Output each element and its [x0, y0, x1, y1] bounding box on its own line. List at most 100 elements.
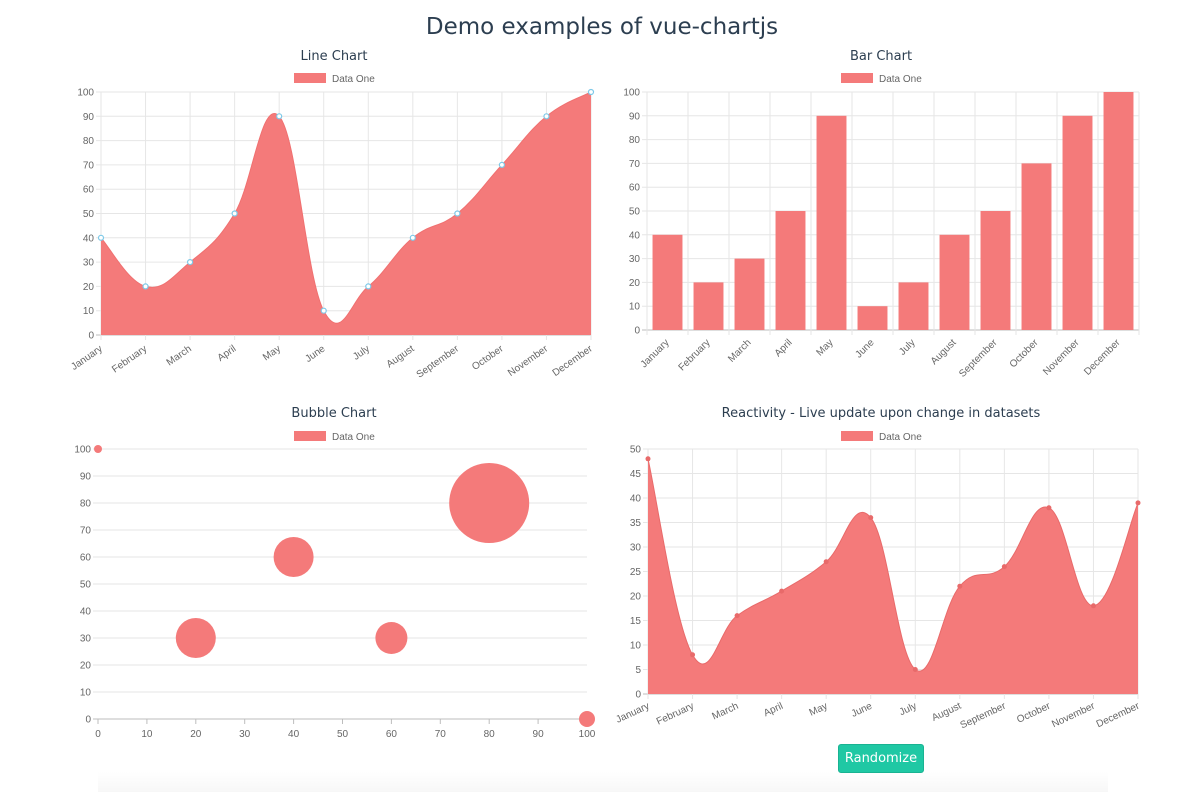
x-tick-label: June: [854, 337, 877, 360]
y-tick-label: 40: [630, 494, 642, 505]
bar: [1021, 163, 1052, 330]
data-point: [231, 210, 238, 217]
y-tick-label: 35: [630, 518, 642, 529]
data-point: [645, 456, 651, 462]
x-tick-label: January: [69, 343, 104, 372]
y-tick-label: 0: [634, 326, 640, 337]
y-tick-label: 20: [630, 592, 642, 603]
x-tick-label: 60: [386, 729, 398, 740]
y-tick-label: 40: [80, 607, 92, 618]
y-tick-label: 30: [629, 254, 641, 265]
y-tick-label: 80: [80, 499, 92, 510]
bubble: [449, 463, 530, 543]
bar: [652, 234, 683, 330]
y-tick-label: 15: [630, 616, 642, 627]
x-tick-label: June: [303, 343, 327, 365]
x-tick-label: April: [773, 337, 795, 359]
x-tick-label: July: [898, 701, 919, 718]
y-tick-label: 100: [623, 88, 640, 99]
y-tick-label: 100: [74, 445, 91, 456]
data-point: [1046, 505, 1052, 511]
y-tick-label: 40: [629, 230, 641, 241]
data-point: [690, 652, 696, 658]
bar: [816, 115, 847, 330]
x-tick-label: September: [957, 337, 1000, 380]
bubble-chart: Bubble Chart Data One 0 10 20 30 40 50 60 70 80 90 1…: [74, 406, 595, 740]
y-tick-label: 80: [629, 135, 641, 146]
x-tick-label: February: [110, 343, 149, 375]
legend-swatch: [841, 431, 873, 441]
bar: [775, 211, 806, 330]
y-tick-label: 10: [83, 306, 95, 317]
y-tick-label: 80: [83, 136, 95, 147]
x-tick-label: November: [1050, 700, 1097, 730]
y-tick-label: 90: [80, 472, 92, 483]
y-tick-label: 50: [80, 580, 92, 591]
bar: [1062, 115, 1093, 330]
y-tick-label: 40: [83, 233, 95, 244]
data-point: [779, 588, 785, 594]
x-tick-label: August: [929, 337, 959, 367]
legend-swatch: [841, 73, 873, 83]
x-tick-label: July: [351, 343, 372, 362]
x-tick-label: 10: [141, 729, 153, 740]
y-tick-label: 30: [83, 258, 95, 269]
y-tick-label: 10: [629, 302, 641, 313]
y-tick-label: 0: [635, 690, 641, 701]
x-tick-label: October: [470, 343, 506, 373]
x-tick-label: April: [762, 701, 785, 719]
y-tick-label: 50: [83, 209, 95, 220]
x-tick-label: 50: [337, 729, 349, 740]
bar: [898, 282, 929, 330]
data-point: [276, 113, 283, 120]
x-tick-label: September: [415, 343, 462, 380]
chart-title: Reactivity - Live update upon change in …: [722, 406, 1041, 421]
x-tick-label: July: [897, 337, 917, 357]
line-chart: Line Chart Data One 0 10 20 30 40 50 60 70 80 90 100…: [69, 49, 596, 381]
data-point: [409, 234, 416, 241]
legend-label: Data One: [879, 432, 922, 443]
y-tick-label: 70: [80, 526, 92, 537]
x-tick-label: February: [677, 337, 713, 373]
x-tick-label: 20: [190, 729, 202, 740]
x-tick-label: August: [385, 343, 417, 370]
x-tick-label: November: [506, 343, 551, 379]
x-tick-label: 0: [95, 729, 101, 740]
y-tick-label: 10: [630, 641, 642, 652]
bar: [857, 306, 888, 330]
x-tick-label: November: [1041, 337, 1082, 378]
y-tick-label: 20: [80, 661, 92, 672]
legend-label: Data One: [332, 74, 375, 85]
data-point: [97, 234, 105, 241]
x-tick-label: February: [655, 701, 696, 728]
x-tick-label: December: [1095, 700, 1142, 730]
x-tick-label: March: [726, 337, 753, 364]
data-point: [543, 113, 550, 120]
y-tick-label: 5: [635, 665, 641, 676]
bubble: [375, 622, 408, 654]
legend-label: Data One: [332, 432, 375, 443]
y-tick-label: 20: [629, 278, 641, 289]
x-tick-label: December: [551, 343, 596, 379]
y-tick-label: 70: [83, 160, 95, 171]
bar: [693, 282, 724, 330]
x-tick-label: August: [930, 701, 963, 724]
bar: [734, 258, 765, 330]
page-footer-shadow: [98, 772, 1108, 792]
legend-swatch: [294, 73, 326, 83]
data-point: [587, 88, 595, 96]
y-tick-label: 90: [83, 112, 95, 123]
x-tick-label: June: [850, 701, 875, 720]
y-tick-label: 50: [629, 207, 641, 218]
randomize-button[interactable]: Randomize: [838, 744, 924, 773]
page-title: Demo examples of vue-chartjs: [425, 14, 779, 40]
x-tick-label: May: [808, 701, 830, 719]
x-tick-label: October: [1015, 700, 1052, 725]
y-tick-label: 45: [630, 469, 642, 480]
y-tick-label: 100: [77, 88, 94, 99]
area-fill: [101, 92, 591, 335]
data-point: [365, 283, 372, 290]
bar: [939, 234, 970, 330]
bar: [980, 211, 1011, 330]
x-tick-label: May: [814, 337, 835, 358]
